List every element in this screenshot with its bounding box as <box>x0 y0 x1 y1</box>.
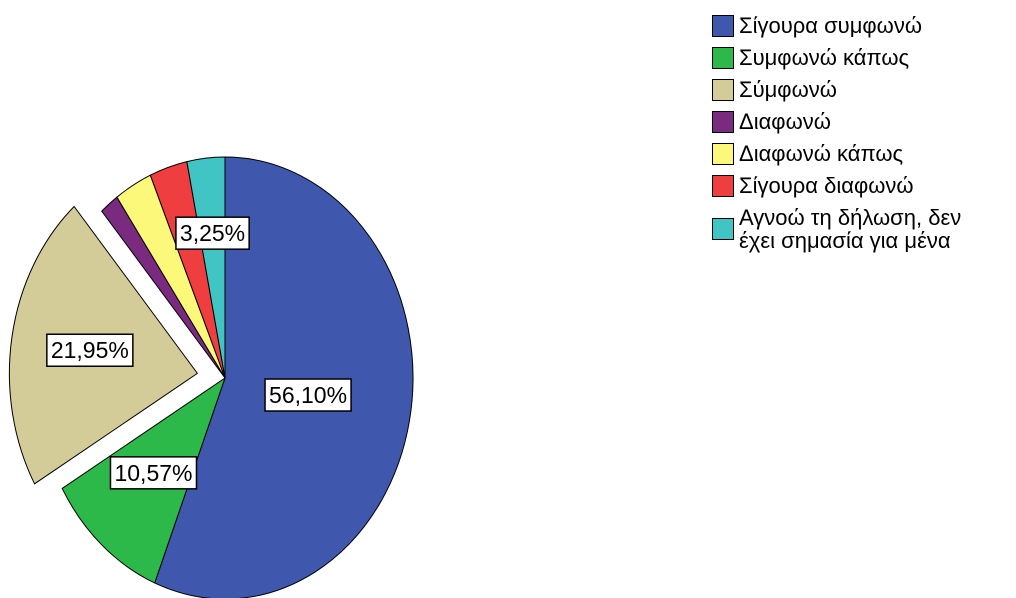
data-label: 10,57% <box>109 456 198 490</box>
data-label-box <box>264 378 352 412</box>
data-label-text: 21,95% <box>51 337 129 363</box>
legend-entry: Διαφωνώ κάπως <box>712 142 1012 165</box>
legend-entry: Αγνοώ τη δήλωση, δεν έχει σημασία για μέ… <box>712 206 1012 252</box>
data-label-text: 56,10% <box>269 382 347 408</box>
legend-label: Σίγουρα συμφωνώ <box>739 13 923 38</box>
legend-label: Συμφωνώ κάπως <box>739 45 910 70</box>
data-label: 3,25% <box>175 216 250 250</box>
legend-swatch <box>712 218 734 240</box>
data-label: 21,95% <box>46 333 134 367</box>
legend-label: Αγνοώ τη δήλωση, δεν έχει σημασία για μέ… <box>739 205 962 253</box>
legend-swatch <box>712 78 734 101</box>
data-label-box <box>46 333 134 367</box>
pie-slice <box>154 156 414 598</box>
legend-entry: Διαφωνώ <box>712 110 1012 133</box>
data-label: 56,10% <box>264 378 352 412</box>
legend: Σίγουρα συμφωνώ Συμφωνώ κάπως Σύμφωνώ Διαφω… <box>712 14 1012 261</box>
data-label-text: 3,25% <box>180 220 245 246</box>
legend-swatch <box>712 46 734 69</box>
pie-slice <box>186 156 226 379</box>
legend-swatch <box>712 14 734 37</box>
data-label-text: 10,57% <box>114 460 192 486</box>
data-label-box <box>175 216 250 250</box>
data-label-box <box>109 456 198 490</box>
legend-entry: Συμφωνώ κάπως <box>712 46 1012 69</box>
legend-swatch <box>712 110 734 133</box>
legend-entry: Σίγουρα διαφωνώ <box>712 174 1012 197</box>
legend-label: Σύμφωνώ <box>739 77 837 102</box>
legend-entry: Σίγουρα συμφωνώ <box>712 14 1012 37</box>
legend-label: Διαφωνώ κάπως <box>739 141 904 166</box>
legend-entry: Σύμφωνώ <box>712 78 1012 101</box>
legend-label: Σίγουρα διαφωνώ <box>739 173 914 198</box>
legend-swatch <box>712 174 734 197</box>
legend-swatch <box>712 142 734 165</box>
legend-label: Διαφωνώ <box>739 109 831 134</box>
